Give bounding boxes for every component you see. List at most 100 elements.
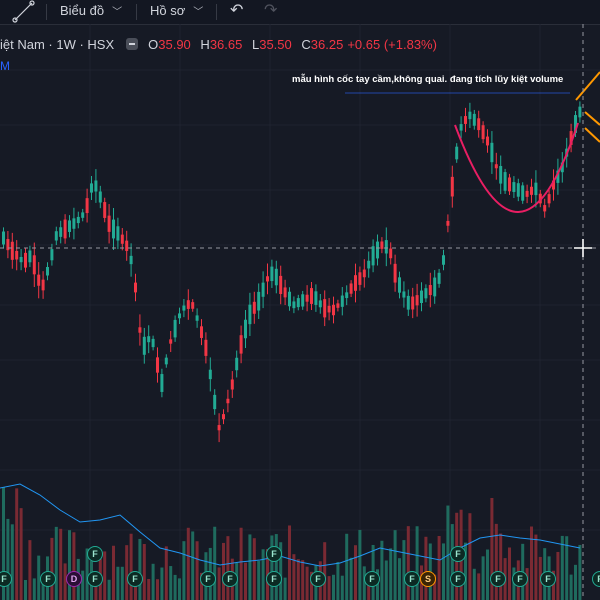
cup-pattern-curve: [454, 122, 579, 213]
earnings-event-marker[interactable]: F: [87, 571, 103, 587]
high-label: H: [200, 37, 210, 52]
candle: [411, 296, 415, 310]
candle: [68, 220, 71, 232]
dividend-event-marker[interactable]: D: [66, 571, 82, 587]
earnings-event-marker[interactable]: F: [40, 571, 56, 587]
volume-bar: [169, 566, 173, 600]
candle: [380, 241, 384, 249]
earnings-event-marker[interactable]: F: [0, 571, 12, 587]
candle: [406, 295, 410, 310]
candle: [301, 294, 305, 307]
chevron-down-icon: ﹀: [112, 7, 123, 18]
volume-bar: [565, 536, 569, 600]
candle: [164, 357, 168, 365]
candle: [213, 394, 217, 410]
candle: [279, 275, 283, 295]
earnings-event-marker[interactable]: F: [310, 571, 326, 587]
volume-bar: [354, 545, 357, 600]
candle: [354, 275, 357, 291]
candle: [499, 166, 503, 184]
candle: [349, 283, 353, 294]
earnings-event-marker[interactable]: F: [450, 571, 466, 587]
earnings-event-marker[interactable]: F: [404, 571, 420, 587]
volume-bar: [560, 535, 564, 600]
earnings-event-marker[interactable]: F: [200, 571, 216, 587]
redo-button[interactable]: ↷: [264, 0, 277, 24]
earnings-event-marker[interactable]: F: [540, 571, 556, 587]
candle: [178, 313, 181, 319]
volume-bar: [494, 523, 498, 600]
candle: [398, 277, 401, 293]
volume-bar: [402, 540, 406, 600]
candle: [516, 183, 520, 197]
candle: [142, 336, 146, 355]
candle: [81, 212, 85, 218]
candle: [521, 185, 525, 201]
earnings-event-marker[interactable]: F: [266, 546, 282, 562]
volume-bar: [195, 541, 199, 600]
volume-bar: [10, 524, 14, 600]
candle: [437, 272, 441, 284]
volume-bar: [24, 579, 27, 600]
volume-bar: [147, 579, 151, 600]
candle: [222, 414, 225, 420]
candle: [248, 304, 252, 325]
candle: [151, 338, 155, 348]
candle: [376, 241, 379, 259]
toolbar-divider: [216, 4, 217, 20]
split-event-marker[interactable]: S: [420, 571, 436, 587]
earnings-event-marker[interactable]: F: [450, 546, 466, 562]
earnings-event-marker[interactable]: F: [266, 571, 282, 587]
candle: [204, 339, 208, 356]
candle: [195, 315, 199, 321]
candle: [261, 282, 265, 297]
volume-bar: [499, 533, 503, 600]
chart-menu-button[interactable]: Biểu đồ ﹀: [60, 0, 122, 24]
projection-arrow: [575, 71, 600, 101]
volume-bar: [125, 545, 129, 600]
volume-bar: [345, 533, 349, 600]
volume-bar: [481, 556, 485, 600]
candle: [472, 113, 476, 126]
draw-line-tool-button[interactable]: [12, 0, 36, 24]
candle: [340, 295, 344, 307]
volume-bar: [191, 531, 195, 600]
volume-bar: [578, 544, 582, 600]
candle: [503, 172, 507, 191]
earnings-event-marker[interactable]: F: [364, 571, 380, 587]
candle: [85, 198, 89, 214]
candle: [37, 274, 41, 286]
candle: [481, 125, 485, 140]
volume-bar: [292, 554, 296, 600]
chevron-down-icon: ﹀: [193, 7, 204, 18]
candle: [578, 106, 582, 118]
volume-bar: [323, 542, 327, 600]
profile-menu-button[interactable]: Hồ sơ ﹀: [150, 0, 203, 24]
redo-icon: ↷: [264, 2, 278, 19]
volume-bar: [28, 540, 32, 600]
earnings-event-marker[interactable]: F: [87, 546, 103, 562]
candle: [358, 272, 362, 285]
candle: [305, 294, 309, 302]
volume-bar: [384, 560, 388, 600]
earnings-event-marker[interactable]: F: [490, 571, 506, 587]
volume-bar: [468, 513, 472, 600]
candle: [160, 374, 164, 392]
candle: [314, 291, 318, 305]
open-label: O: [148, 37, 159, 52]
candle: [468, 111, 472, 120]
candle: [556, 170, 560, 183]
earnings-event-marker[interactable]: F: [127, 571, 143, 587]
candle: [283, 287, 287, 298]
volume-bar: [327, 576, 331, 600]
volume-bar: [151, 563, 155, 600]
earnings-event-marker[interactable]: F: [512, 571, 528, 587]
volume-bar: [301, 560, 305, 600]
earnings-event-marker[interactable]: F: [222, 571, 238, 587]
candle: [120, 234, 124, 244]
candle: [186, 300, 190, 309]
pattern-annotation[interactable]: mẫu hình cốc tay cầm,không quai. đang tí…: [292, 74, 564, 85]
undo-button[interactable]: ↶: [230, 0, 243, 24]
collapse-legend-button[interactable]: [126, 38, 139, 50]
